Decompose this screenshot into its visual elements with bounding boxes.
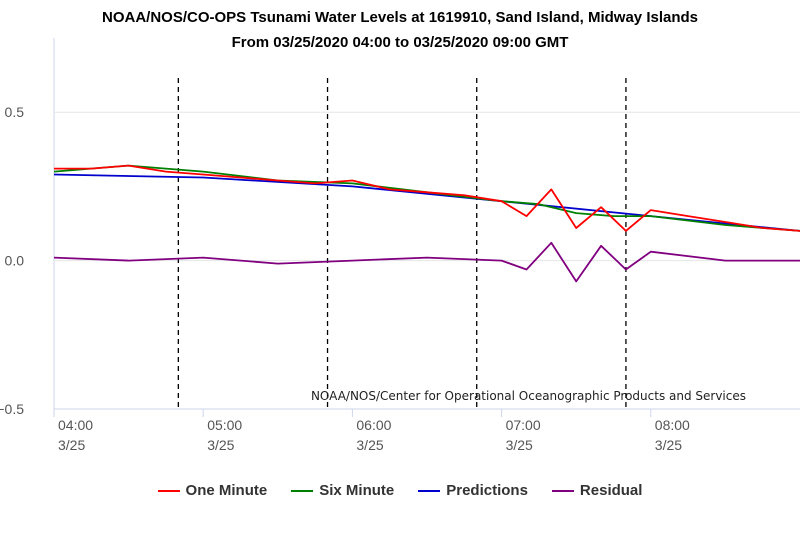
x-tick-date: 3/25 (207, 437, 234, 453)
legend-swatch (418, 489, 441, 492)
y-tick-label: −0.5 (0, 401, 24, 417)
legend-label: One Minute (185, 482, 268, 499)
legend-item-six-minute[interactable]: Six Minute (291, 482, 394, 499)
x-tick-time: 08:00 (655, 417, 690, 433)
legend-label: Six Minute (319, 482, 395, 499)
x-tick-date: 3/25 (506, 437, 533, 453)
y-tick-label: 0.5 (5, 104, 25, 120)
x-tick-date: 3/25 (58, 437, 85, 453)
chart-subtitle: From 03/25/2020 04:00 to 03/25/2020 09:0… (231, 34, 569, 51)
y-tick-label: 0.0 (5, 253, 25, 269)
dashed-time-markers (177, 78, 627, 409)
legend-swatch (551, 489, 574, 492)
series-line-six-minute (53, 164, 800, 232)
legend-label: Residual (579, 482, 643, 499)
legend-item-predictions[interactable]: Predictions (418, 482, 528, 499)
series-line-predictions (53, 173, 800, 232)
series-line-residual (53, 241, 800, 283)
x-tick-time: 06:00 (356, 417, 391, 433)
y-axis-ticks: 0.5 0.0 −0.5 (0, 104, 24, 417)
x-tick-date: 3/25 (655, 437, 682, 453)
chart-grid (53, 38, 800, 410)
legend-item-one-minute[interactable]: One Minute (157, 482, 268, 499)
legend-swatch (291, 489, 314, 492)
chart-title: NOAA/NOS/CO-OPS Tsunami Water Levels at … (101, 9, 698, 26)
chart-credit: NOAA/NOS/Center for Operational Oceanogr… (311, 389, 746, 403)
chart-series (53, 164, 800, 283)
x-tick-date: 3/25 (356, 437, 383, 453)
x-tick-time: 07:00 (506, 417, 541, 433)
x-tick-time: 05:00 (207, 417, 242, 433)
series-line-one-minute (54, 164, 800, 232)
legend-swatch (157, 489, 180, 492)
chart-legend: One Minute Six Minute Predictions Residual (0, 482, 800, 499)
legend-item-residual[interactable]: Residual (551, 482, 643, 499)
x-tick-time: 04:00 (58, 417, 93, 433)
x-axis-ticks: 04:00 3/25 05:00 3/25 06:00 3/25 07:00 3/25 08:0… (53, 409, 690, 453)
legend-label: Predictions (446, 482, 528, 499)
